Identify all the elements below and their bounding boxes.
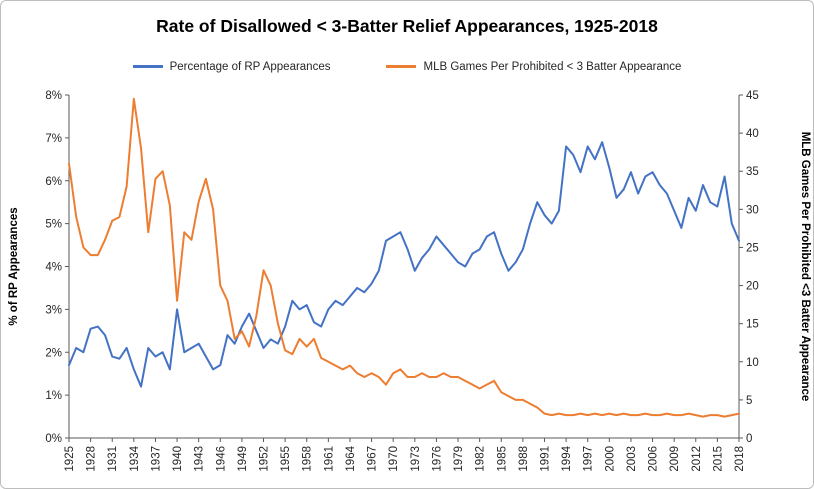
svg-text:5%: 5% — [45, 219, 62, 231]
svg-text:1994: 1994 — [561, 445, 573, 471]
svg-text:% of RP Appearances: % of RP Appearances — [8, 207, 20, 325]
svg-text:1955: 1955 — [280, 446, 292, 472]
svg-text:6%: 6% — [45, 176, 62, 188]
svg-text:2012: 2012 — [691, 446, 703, 472]
svg-text:0: 0 — [746, 433, 752, 445]
svg-text:2018: 2018 — [734, 446, 746, 472]
svg-text:0%: 0% — [45, 433, 62, 445]
svg-text:25: 25 — [746, 242, 759, 254]
svg-text:2%: 2% — [45, 347, 62, 359]
svg-text:1925: 1925 — [64, 446, 76, 472]
svg-text:2006: 2006 — [648, 446, 660, 472]
svg-text:45: 45 — [746, 90, 759, 102]
svg-text:1976: 1976 — [431, 446, 443, 472]
chart-title: Rate of Disallowed < 3-Batter Relief App… — [156, 16, 658, 36]
legend-item-games-per-prohibited: MLB Games Per Prohibited < 3 Batter Appe… — [386, 61, 681, 73]
svg-text:1%: 1% — [45, 390, 62, 402]
svg-text:1970: 1970 — [388, 446, 400, 472]
svg-text:35: 35 — [746, 166, 759, 178]
svg-text:2003: 2003 — [626, 446, 638, 472]
svg-text:1991: 1991 — [539, 446, 551, 472]
svg-text:20: 20 — [746, 281, 759, 293]
svg-text:5: 5 — [746, 395, 752, 407]
svg-text:10: 10 — [746, 357, 759, 369]
svg-text:4%: 4% — [45, 262, 62, 274]
svg-text:1982: 1982 — [475, 446, 487, 472]
svg-text:1928: 1928 — [86, 446, 98, 472]
legend-line-swatch-blue — [132, 65, 163, 68]
svg-text:1937: 1937 — [150, 446, 162, 472]
legend-line-swatch-orange — [386, 65, 417, 68]
svg-text:MLB Games Per Prohibited <3 Ba: MLB Games Per Prohibited <3 Batter Appea… — [799, 132, 811, 402]
svg-text:3%: 3% — [45, 304, 62, 316]
legend-item-rp-appearances: Percentage of RP Appearances — [132, 60, 331, 73]
svg-text:1985: 1985 — [496, 446, 508, 472]
svg-text:1973: 1973 — [410, 446, 422, 472]
svg-text:1979: 1979 — [453, 446, 465, 472]
legend-label: MLB Games Per Prohibited < 3 Batter Appe… — [423, 60, 682, 73]
svg-text:7%: 7% — [45, 133, 62, 145]
svg-text:1934: 1934 — [129, 445, 141, 471]
svg-text:1946: 1946 — [215, 446, 227, 472]
svg-text:1988: 1988 — [518, 446, 530, 472]
svg-text:2000: 2000 — [604, 446, 616, 472]
svg-text:1949: 1949 — [237, 446, 249, 472]
plot-area: 0% 1% 2% 3% 4% 5% 6% 7% 8% 0 5 10 15 20 25 30 35 40 45 1925… — [8, 90, 811, 472]
svg-text:1967: 1967 — [367, 446, 379, 472]
svg-text:1961: 1961 — [323, 446, 335, 472]
svg-text:40: 40 — [746, 128, 759, 140]
svg-text:1931: 1931 — [107, 446, 119, 472]
svg-text:30: 30 — [746, 204, 759, 216]
svg-text:15: 15 — [746, 319, 759, 331]
svg-text:1943: 1943 — [194, 446, 206, 472]
svg-text:1958: 1958 — [302, 446, 314, 472]
svg-text:8%: 8% — [45, 90, 62, 102]
svg-text:1940: 1940 — [172, 446, 184, 472]
legend-label: Percentage of RP Appearances — [169, 60, 331, 73]
svg-text:1997: 1997 — [583, 446, 595, 472]
svg-text:1952: 1952 — [259, 446, 271, 472]
svg-text:1964: 1964 — [345, 445, 357, 471]
legend: Percentage of RP Appearances MLB Games P… — [1, 59, 813, 74]
svg-text:2009: 2009 — [669, 446, 681, 472]
svg-text:2015: 2015 — [712, 446, 724, 472]
